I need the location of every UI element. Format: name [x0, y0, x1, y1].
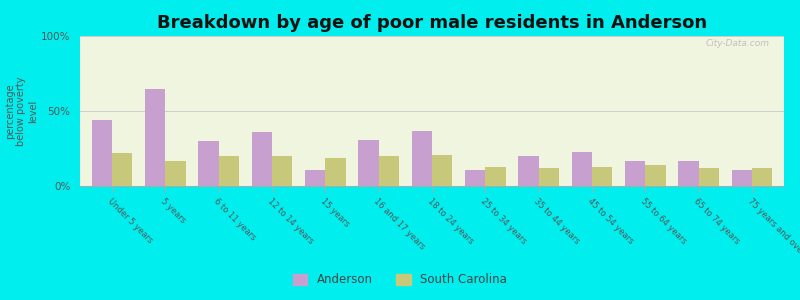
- Bar: [145, 88, 166, 186]
- Y-axis label: percentage
below poverty
level: percentage below poverty level: [5, 76, 38, 146]
- Bar: [166, 160, 186, 186]
- Bar: [198, 141, 218, 186]
- Bar: [625, 160, 646, 186]
- Bar: [432, 154, 452, 186]
- Bar: [518, 156, 538, 186]
- Bar: [378, 156, 399, 186]
- Bar: [538, 168, 559, 186]
- Bar: [465, 169, 486, 186]
- Bar: [358, 140, 378, 186]
- Bar: [326, 158, 346, 186]
- Legend: Anderson, South Carolina: Anderson, South Carolina: [289, 269, 511, 291]
- Bar: [592, 167, 612, 186]
- Bar: [272, 156, 292, 186]
- Bar: [732, 169, 752, 186]
- Bar: [486, 167, 506, 186]
- Text: City-Data.com: City-Data.com: [706, 39, 770, 48]
- Bar: [412, 130, 432, 186]
- Title: Breakdown by age of poor male residents in Anderson: Breakdown by age of poor male residents …: [157, 14, 707, 32]
- Bar: [112, 153, 132, 186]
- Bar: [646, 165, 666, 186]
- Bar: [92, 120, 112, 186]
- Bar: [218, 156, 239, 186]
- Bar: [678, 160, 698, 186]
- Bar: [752, 168, 772, 186]
- Bar: [572, 152, 592, 186]
- Bar: [698, 168, 719, 186]
- Bar: [252, 132, 272, 186]
- Bar: [305, 169, 326, 186]
